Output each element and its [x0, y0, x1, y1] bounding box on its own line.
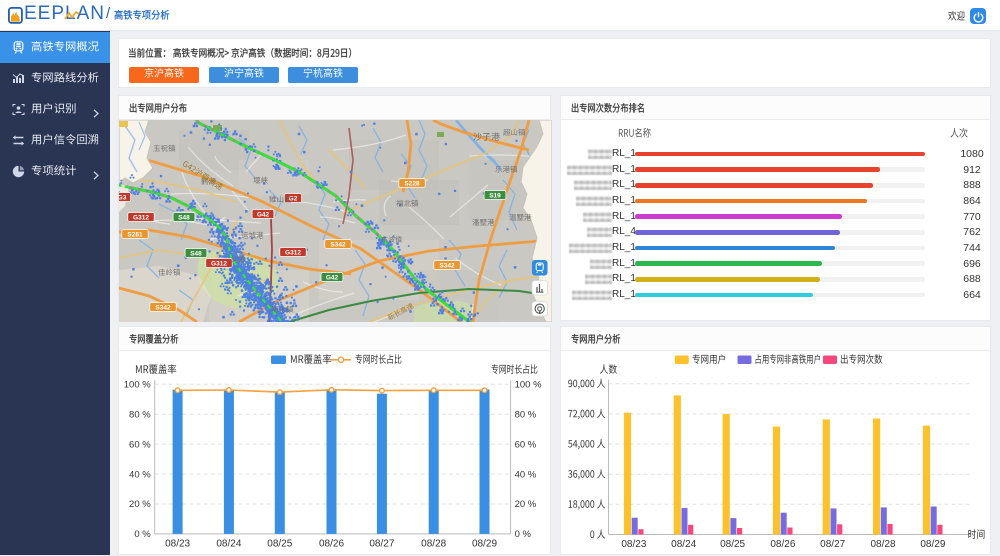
svg-text:08/26: 08/26: [319, 538, 344, 549]
svg-text:100 %: 100 %: [124, 380, 151, 391]
svg-text:08/25: 08/25: [720, 539, 745, 550]
svg-text:0 %: 0 %: [134, 529, 151, 540]
svg-text:80 %: 80 %: [129, 409, 151, 420]
svg-text:S342: S342: [330, 241, 346, 248]
svg-text:60 %: 60 %: [515, 439, 537, 450]
svg-text:S48: S48: [178, 214, 190, 221]
svg-text:S261: S261: [127, 231, 143, 238]
svg-text:08/28: 08/28: [421, 538, 446, 549]
svg-text:08/27: 08/27: [820, 539, 845, 550]
svg-text:08/26: 08/26: [770, 539, 795, 550]
svg-text:S19: S19: [489, 192, 501, 199]
svg-text:60 %: 60 %: [129, 439, 151, 450]
svg-text:G3: G3: [119, 194, 127, 201]
svg-text:G312: G312: [211, 260, 227, 267]
svg-text:08/24: 08/24: [216, 538, 241, 549]
svg-text:G42: G42: [326, 274, 339, 281]
svg-text:S342: S342: [439, 262, 455, 269]
svg-text:20 %: 20 %: [129, 499, 151, 510]
svg-text:08/28: 08/28: [870, 539, 895, 550]
svg-text:S342: S342: [155, 304, 171, 311]
svg-text:80 %: 80 %: [515, 409, 537, 420]
svg-text:08/24: 08/24: [671, 539, 696, 550]
svg-text:08/23: 08/23: [165, 538, 190, 549]
svg-text:08/29: 08/29: [920, 539, 945, 550]
svg-text:G312: G312: [133, 214, 149, 221]
svg-text:100 %: 100 %: [515, 380, 542, 391]
svg-text:40 %: 40 %: [515, 469, 537, 480]
svg-text:08/25: 08/25: [267, 538, 292, 549]
svg-text:08/27: 08/27: [369, 538, 394, 549]
svg-text:0 %: 0 %: [515, 529, 532, 540]
svg-text:08/29: 08/29: [472, 538, 497, 549]
svg-text:20 %: 20 %: [515, 499, 537, 510]
svg-text:S48: S48: [190, 250, 202, 257]
svg-text:G312: G312: [285, 249, 301, 256]
svg-text:08/23: 08/23: [621, 539, 646, 550]
svg-text:G42: G42: [257, 211, 270, 218]
svg-text:40 %: 40 %: [129, 469, 151, 480]
svg-text:S228: S228: [404, 180, 420, 187]
